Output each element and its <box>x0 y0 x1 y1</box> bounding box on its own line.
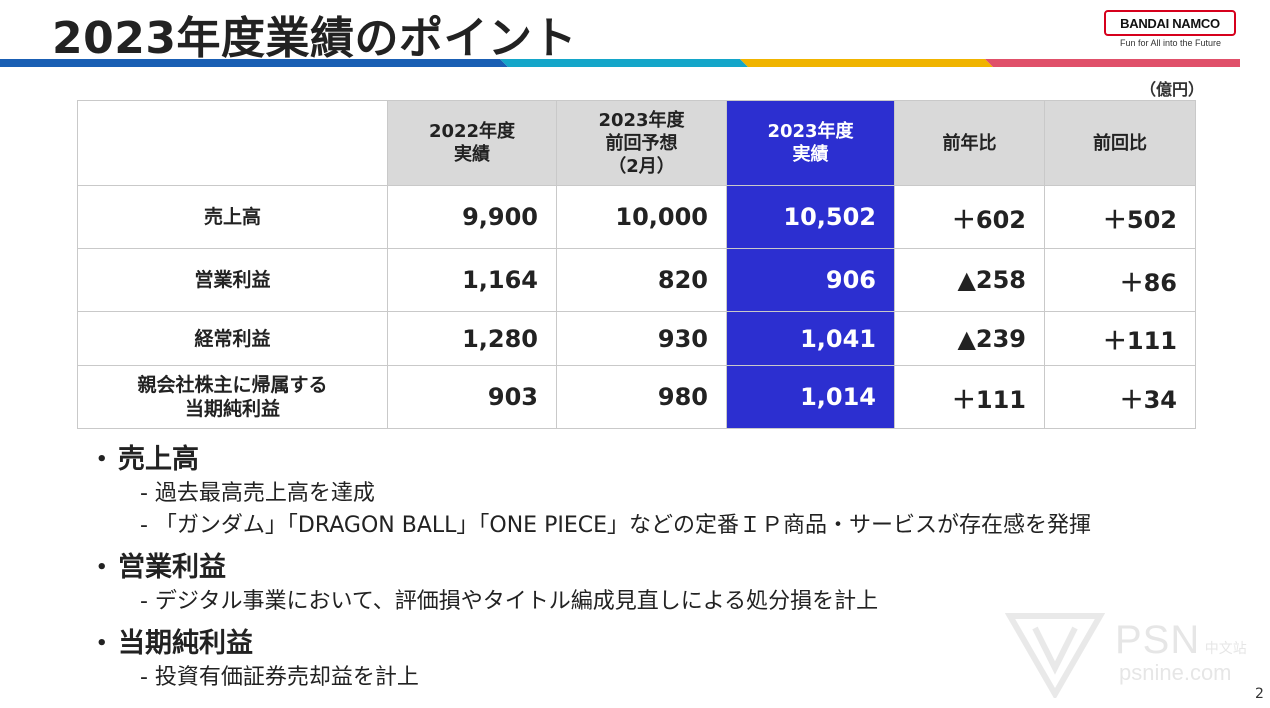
bullet-detail: - 過去最高売上高を達成 <box>140 481 375 506</box>
page-number: 2 <box>1255 686 1264 702</box>
table-cell: 903 <box>387 365 557 429</box>
bullet-dot: • <box>96 449 108 470</box>
table-cell: ▲239 <box>894 311 1045 366</box>
bullet-detail: - 投資有価証券売却益を計上 <box>140 665 419 690</box>
key-points: • 売上高 - 過去最高売上高を達成 - 「ガンダム」「DRAGON BALL」「… <box>96 442 1091 694</box>
table-cell: ＋34 <box>1044 365 1196 429</box>
table-cell: 9,900 <box>387 185 557 249</box>
header-yoy: 前年比 <box>894 100 1045 186</box>
table-cell-highlight: 1,041 <box>726 311 895 366</box>
header-fy2022-actual: 2022年度 実績 <box>387 100 557 186</box>
table-row: 営業利益 1,164 820 906 ▲258 ＋86 <box>77 248 1196 312</box>
table-cell: 980 <box>556 365 727 429</box>
header-vs-forecast: 前回比 <box>1044 100 1196 186</box>
row-label: 営業利益 <box>77 248 388 312</box>
table-cell: 930 <box>556 311 727 366</box>
table-cell-highlight: 10,502 <box>726 185 895 249</box>
table-row: 親会社株主に帰属する 当期純利益 903 980 1,014 ＋111 ＋34 <box>77 365 1196 429</box>
table-row: 売上高 9,900 10,000 10,502 ＋602 ＋502 <box>77 185 1196 249</box>
table-cell: ＋86 <box>1044 248 1196 312</box>
table-cell: ＋111 <box>894 365 1045 429</box>
psnine-logo-icon <box>1004 613 1106 701</box>
table-cell: ＋602 <box>894 185 1045 249</box>
results-table: 2022年度 実績 2023年度 前回予想 （2月） 2023年度 実績 前年比 前回比… <box>77 100 1196 429</box>
table-cell: 10,000 <box>556 185 727 249</box>
bullet-heading: • 営業利益 <box>96 550 1091 586</box>
logo-tagline: Fun for All into the Future <box>1120 38 1222 48</box>
table-cell: 1,164 <box>387 248 557 312</box>
watermark-suffix: 中文站 <box>1204 640 1247 656</box>
bandai-namco-logo: BANDAI NAMCO Fun for All into the Future <box>1104 10 1238 52</box>
header-stripe <box>0 59 1240 67</box>
table-row: 経常利益 1,280 930 1,041 ▲239 ＋111 <box>77 311 1196 366</box>
page-title: 2023年度業績のポイント <box>52 13 577 64</box>
bullet-dot: • <box>96 633 108 654</box>
bullet-detail: - デジタル事業において、評価損やタイトル編成見直しによる処分損を計上 <box>140 589 879 614</box>
logo-wordmark: BANDAI NAMCO <box>1104 10 1236 36</box>
row-label: 売上高 <box>77 185 388 249</box>
psnine-watermark: PSN 中文站 psnine.com <box>1004 608 1265 701</box>
bullet-dot: • <box>96 557 108 578</box>
row-label: 経常利益 <box>77 311 388 366</box>
table-cell-highlight: 1,014 <box>726 365 895 429</box>
header-fy2023-actual: 2023年度 実績 <box>726 100 895 186</box>
header-row: 2022年度 実績 2023年度 前回予想 （2月） 2023年度 実績 前年比 前回比 <box>77 100 1196 186</box>
table-cell: 1,280 <box>387 311 557 366</box>
bullet-heading: • 売上高 <box>96 442 1091 478</box>
row-label: 親会社株主に帰属する 当期純利益 <box>77 365 388 429</box>
bullet-heading: • 当期純利益 <box>96 626 1091 662</box>
table-cell: ＋502 <box>1044 185 1196 249</box>
table-cell: 820 <box>556 248 727 312</box>
table-cell: ▲258 <box>894 248 1045 312</box>
table-cell: ＋111 <box>1044 311 1196 366</box>
watermark-main: PSN <box>1115 618 1201 662</box>
unit-label: （億円） <box>1140 80 1205 99</box>
watermark-url: psnine.com <box>1119 660 1232 685</box>
table-cell-highlight: 906 <box>726 248 895 312</box>
header-corner <box>77 100 388 186</box>
bullet-detail: - 「ガンダム」「DRAGON BALL」「ONE PIECE」などの定番ＩＰ商… <box>140 513 1091 538</box>
header-fy2023-forecast: 2023年度 前回予想 （2月） <box>556 100 727 186</box>
